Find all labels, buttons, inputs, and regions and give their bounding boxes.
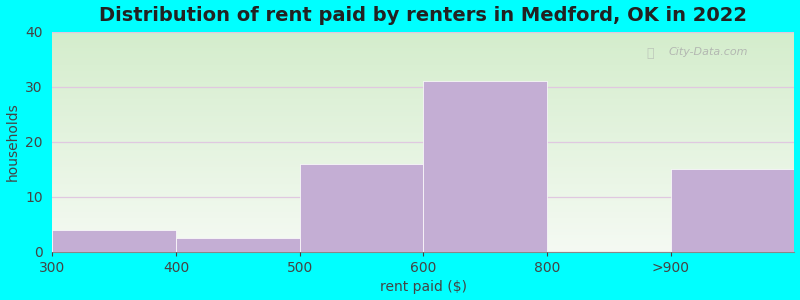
Bar — [300, 164, 423, 252]
Bar — [670, 169, 794, 252]
Y-axis label: households: households — [6, 102, 19, 181]
Bar — [53, 230, 176, 252]
Bar — [423, 81, 547, 252]
Text: City-Data.com: City-Data.com — [668, 47, 748, 57]
Text: Ⓢ: Ⓢ — [646, 47, 654, 60]
X-axis label: rent paid ($): rent paid ($) — [380, 280, 467, 294]
Bar — [176, 238, 300, 252]
Title: Distribution of rent paid by renters in Medford, OK in 2022: Distribution of rent paid by renters in … — [99, 6, 747, 25]
